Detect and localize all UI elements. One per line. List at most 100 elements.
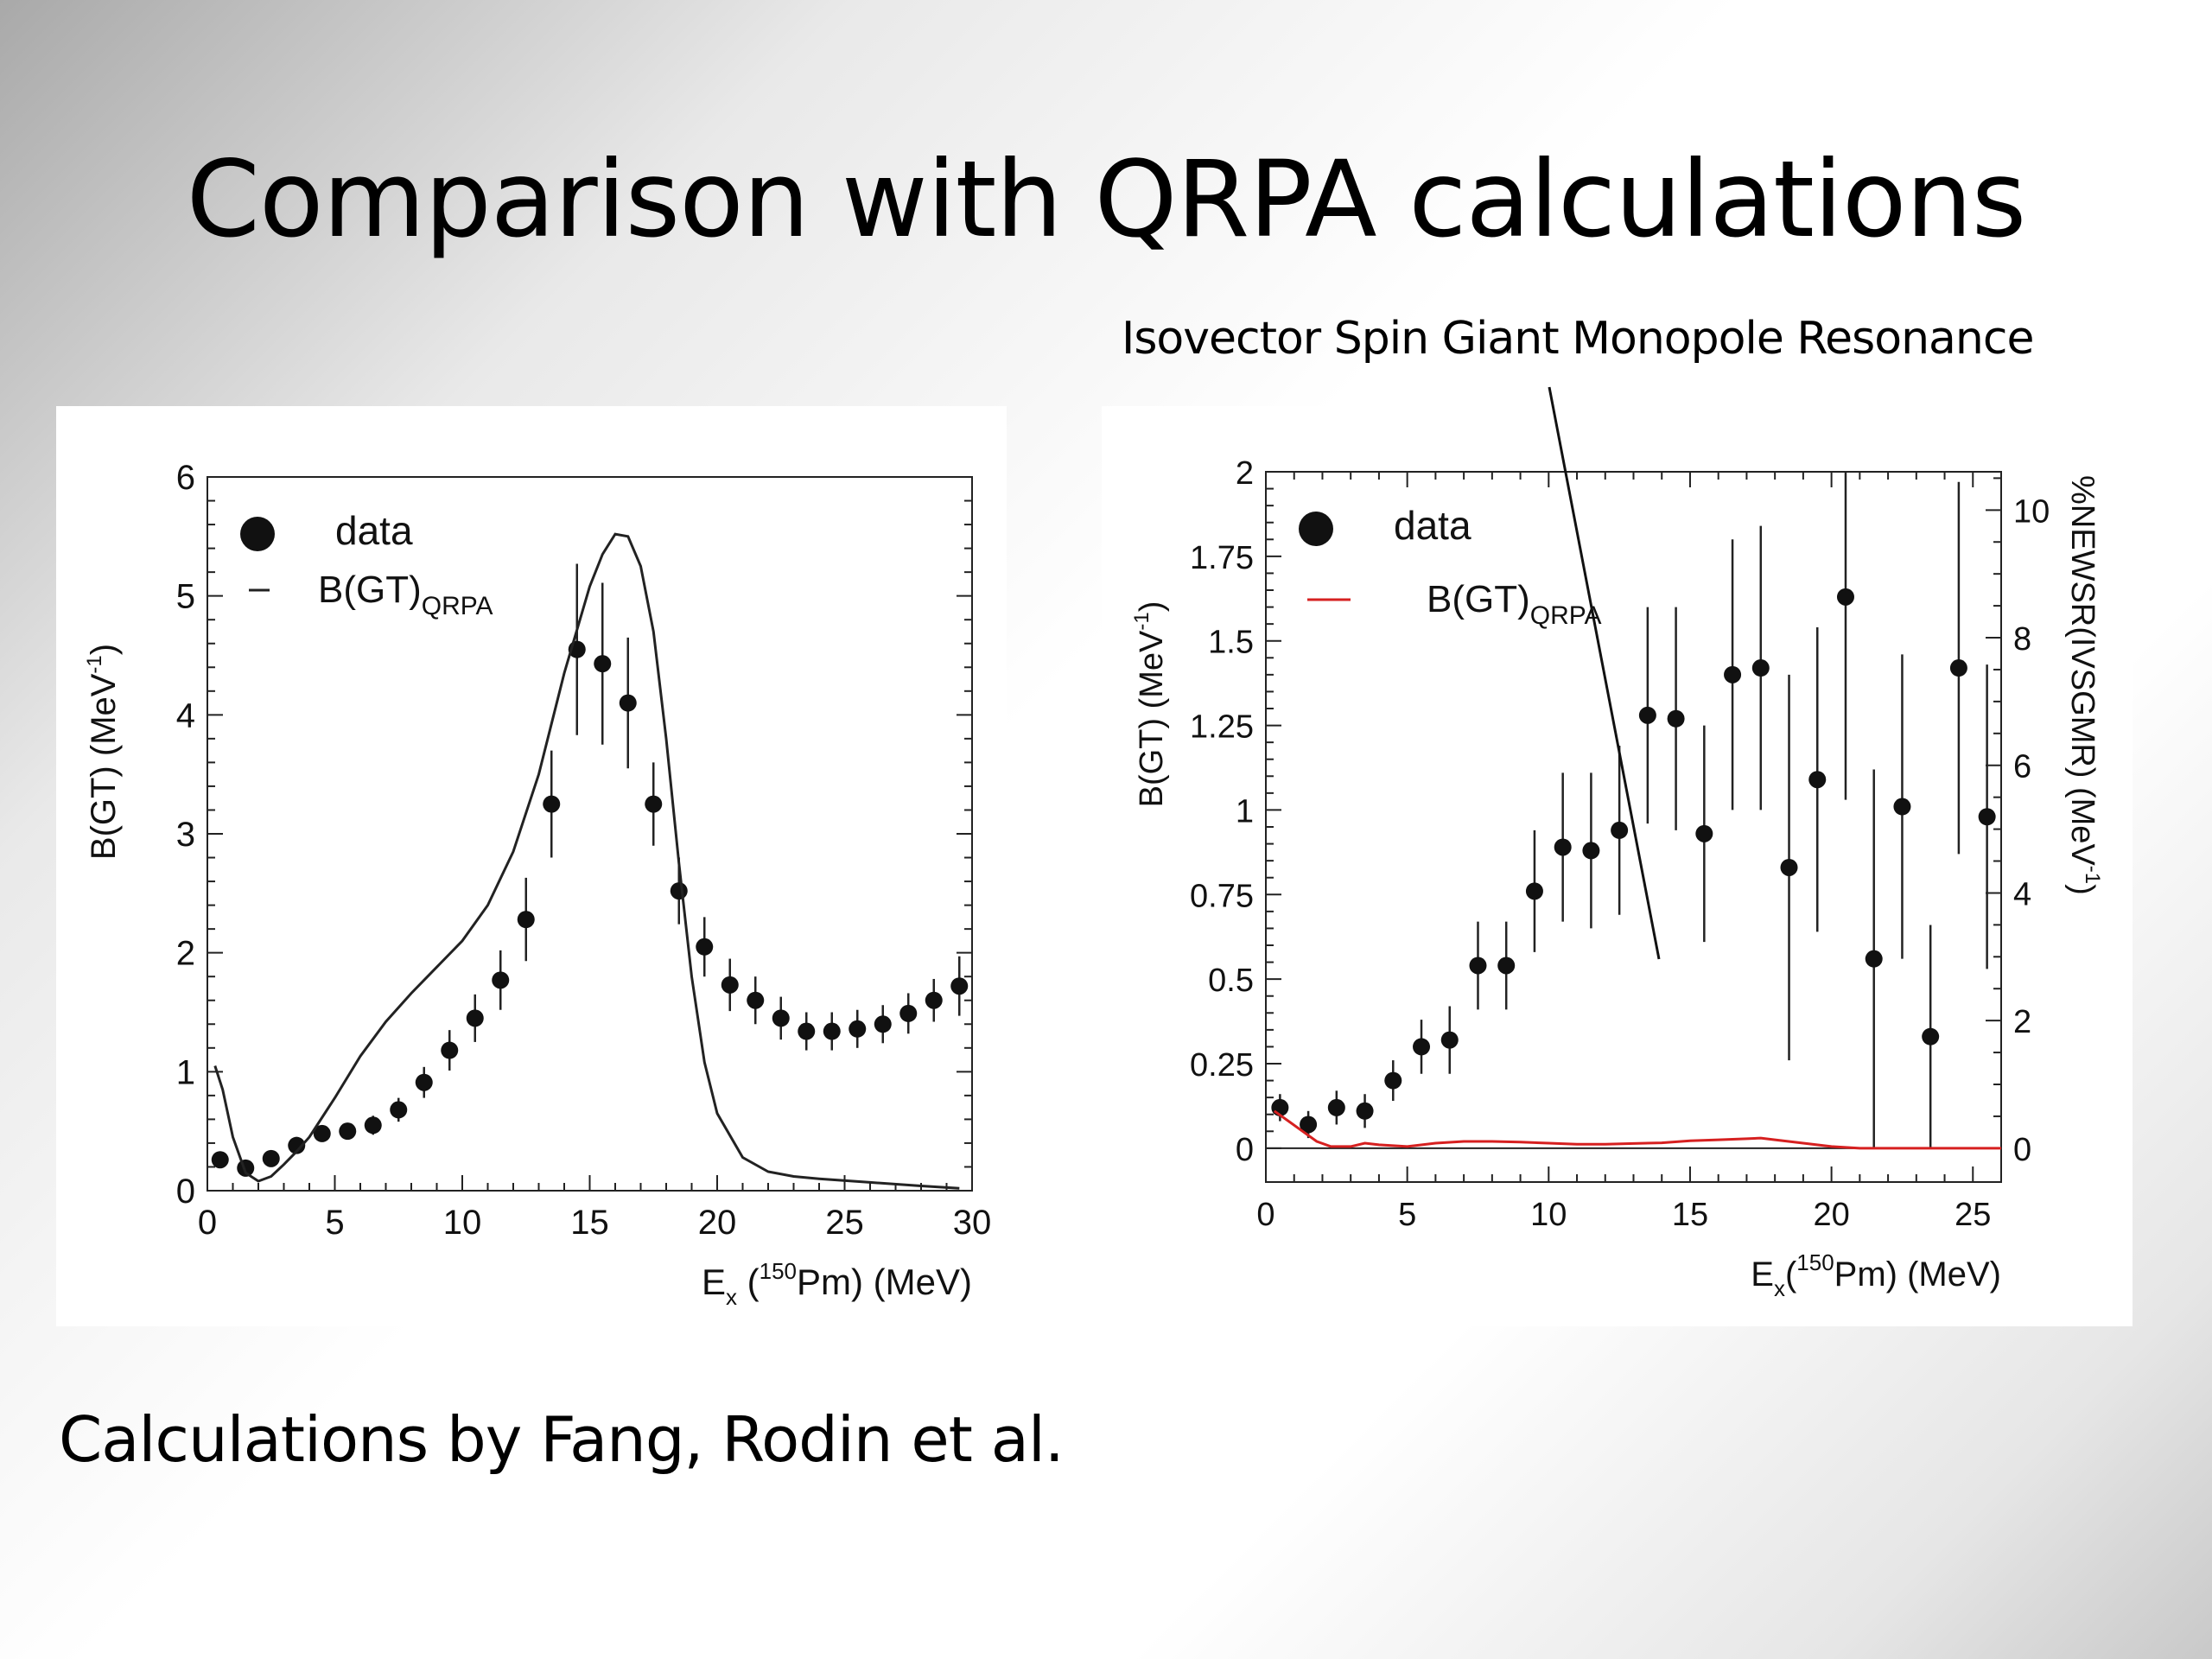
y-tick-label: 0: [1236, 1132, 1254, 1168]
data-point: [364, 1116, 382, 1135]
chart-right: 0 5 10 15 20 2500.250.50.7511.251.51.75202468…: [1130, 455, 2104, 1301]
data-point: [1413, 1038, 1431, 1056]
data-point: [1440, 1031, 1459, 1049]
y-tick-label: 5: [176, 578, 195, 616]
data-point: [1978, 808, 1996, 826]
data-point: [670, 882, 688, 900]
y-tick-label: 4: [176, 696, 195, 734]
data-point: [594, 655, 612, 673]
data-point: [1384, 1071, 1402, 1090]
legend-label-data: data: [335, 508, 413, 553]
y-tick-label: 3: [176, 816, 195, 854]
data-point: [1554, 838, 1572, 856]
y-tick-label: 0.75: [1190, 878, 1254, 914]
data-point: [288, 1136, 306, 1154]
data-point: [899, 1004, 918, 1022]
data-point: [262, 1149, 280, 1167]
x-tick-label: 5: [1398, 1197, 1416, 1233]
data-point: [619, 694, 637, 712]
data-point: [823, 1022, 841, 1040]
data-point: [1327, 1098, 1345, 1116]
x-tick-label: 25: [1955, 1197, 1991, 1233]
data-point: [1300, 1116, 1318, 1134]
x-tick-label: 20: [698, 1204, 737, 1242]
data-point: [1611, 821, 1629, 839]
x-tick-label: 15: [1672, 1197, 1708, 1233]
data-point: [798, 1022, 816, 1040]
data-point: [772, 1009, 790, 1027]
y-tick-label: 1.5: [1208, 625, 1254, 661]
y-right-tick-label: 2: [2013, 1004, 2031, 1040]
data-point: [517, 911, 535, 929]
qrpa-curve: [213, 532, 960, 1190]
y-tick-label: 1: [1236, 793, 1254, 830]
data-point: [1497, 957, 1516, 975]
data-point: [1893, 798, 1911, 816]
y-right-tick-label: 8: [2013, 621, 2031, 658]
data-point: [950, 977, 969, 995]
data-point: [1865, 950, 1883, 968]
data-point: [849, 1020, 867, 1038]
y-tick-label: 1: [176, 1053, 195, 1091]
data-point: [1949, 659, 1967, 677]
data-point: [441, 1041, 459, 1059]
x-tick-label: 25: [825, 1204, 864, 1242]
y-right-tick-label: 6: [2013, 749, 2031, 785]
slide-title: Comparison with QRPA calculations: [186, 138, 2027, 261]
x-axis-label: Ex (150Pm) (MeV): [702, 1258, 972, 1310]
data-point: [645, 795, 663, 813]
y-tick-label: 1.25: [1190, 709, 1254, 746]
data-point: [1638, 706, 1656, 724]
chart-left: 0 5 10 15 20 25 30 0 1 2 3 4 5 6 B(GT) (MeV-1) Ex (150P…: [83, 459, 992, 1310]
legend-label-qrpa: B(GT)QRPA: [318, 569, 493, 620]
data-point: [543, 795, 561, 813]
x-tick-label: 30: [953, 1204, 992, 1242]
legend-label-qrpa: B(GT)QRPA: [1427, 578, 1602, 630]
data-point: [1922, 1027, 1940, 1046]
y-axis-label: B(GT) (MeV-1): [1130, 601, 1170, 808]
qrpa-curve: [1273, 1109, 2001, 1150]
y-tick-label: 0.5: [1208, 963, 1254, 999]
legend-marker-data: [1299, 512, 1333, 546]
x-tick-label: 15: [570, 1204, 609, 1242]
x-tick-label: 0: [1256, 1197, 1274, 1233]
data-point: [1667, 709, 1685, 728]
y-axis-label-right: %NEWSR(IVSGMR) (MeV-1): [2064, 475, 2104, 895]
chart-panel-right: 0 5 10 15 20 25 0 0.25 0.5 0.75 1 1.25 1.5 1.75 2 0 2 4 6 8…: [1102, 406, 2133, 1326]
data-point: [339, 1122, 357, 1141]
data-point: [1751, 659, 1770, 677]
legend-label-data: data: [1394, 503, 1471, 548]
data-point: [721, 976, 739, 994]
x-axis-label: Ex(150Pm) (MeV): [1751, 1249, 2001, 1301]
y-tick-label: 2: [1236, 455, 1254, 492]
legend: data B(GT)QRPA: [1299, 503, 1602, 630]
data-point: [1724, 665, 1742, 683]
data-point: [1836, 588, 1854, 606]
x-tick-label: 10: [443, 1204, 482, 1242]
y-tick-label: 2: [176, 935, 195, 973]
data-point: [1808, 771, 1827, 789]
data-point: [747, 991, 765, 1009]
data-point: [466, 1009, 484, 1027]
data-point: [390, 1101, 408, 1119]
chart-panel-left: 0 5 10 15 20 25 30 0 1 2 3 4 5 6 B(GT) (MeV-1) Ex (150P…: [56, 406, 1007, 1326]
data-point: [696, 938, 714, 956]
y-tick-label: 6: [176, 459, 195, 497]
data-point: [1356, 1102, 1374, 1120]
data-point: [925, 991, 943, 1009]
x-tick-label: 10: [1530, 1197, 1567, 1233]
data-point: [415, 1073, 433, 1091]
y-tick-label: 0.25: [1190, 1047, 1254, 1084]
footer-credit: Calculations by Fang, Rodin et al.: [59, 1403, 1065, 1476]
plot-frame: [1265, 471, 2002, 1183]
y-tick-label: 1.75: [1190, 540, 1254, 576]
x-tick-label: 0: [198, 1204, 217, 1242]
data-point: [492, 971, 510, 989]
data-point: [1695, 824, 1713, 842]
x-tick-label: 20: [1813, 1197, 1849, 1233]
data-point: [1469, 957, 1487, 975]
data-point: [211, 1151, 229, 1169]
data-point: [1582, 842, 1600, 860]
annotation-label: Isovector Spin Giant Monopole Resonance: [1122, 313, 2034, 365]
legend-marker-data: [240, 517, 275, 551]
